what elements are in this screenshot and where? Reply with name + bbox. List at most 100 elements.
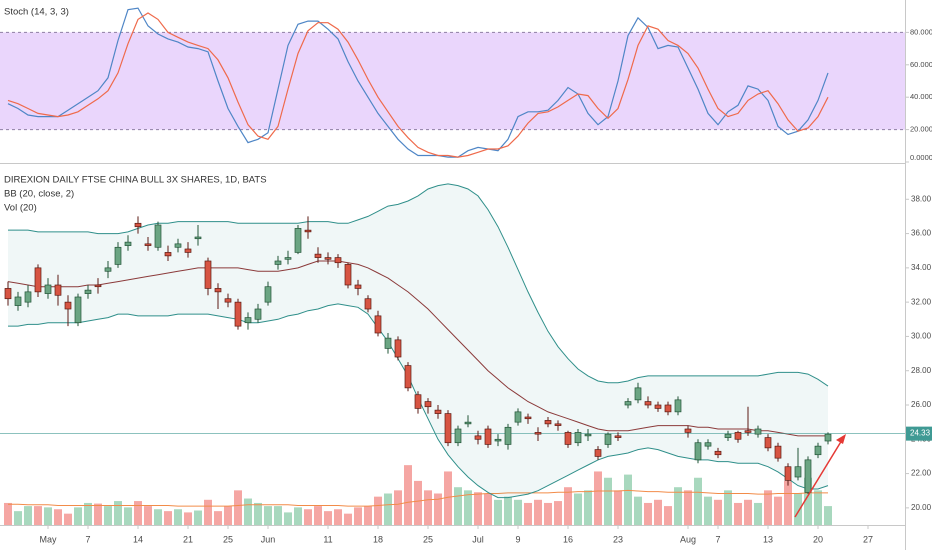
volume-bar [14, 511, 22, 525]
volume-bar [754, 502, 762, 525]
volume-bar [564, 487, 572, 525]
candle-body [434, 409, 442, 414]
x-tick-label: 13 [763, 534, 773, 544]
candle-body [114, 246, 122, 265]
candle-body [614, 435, 622, 438]
candle-body [224, 298, 232, 303]
volume-bar [584, 490, 592, 525]
volume-bar [614, 490, 622, 525]
candle-body [144, 243, 152, 246]
candle-body [94, 284, 102, 288]
x-tick-label: Jul [472, 534, 484, 544]
volume-bar [394, 490, 402, 525]
candle-body [664, 404, 672, 413]
candle-body [374, 315, 382, 334]
candle-body [524, 416, 532, 420]
volume-bar [144, 506, 152, 525]
candle-body [444, 413, 452, 444]
volume-bar [314, 506, 322, 525]
stoch-band [0, 32, 905, 130]
volume-bar [224, 506, 232, 525]
volume-bar [254, 502, 262, 525]
x-tick-label: 7 [715, 534, 720, 544]
volume-bar [104, 506, 112, 525]
candle-body [724, 433, 732, 438]
candle-body [14, 296, 22, 306]
x-tick-label: 23 [613, 534, 623, 544]
candle-body [744, 430, 752, 433]
volume-bar [424, 490, 432, 525]
candle-body [74, 296, 82, 324]
volume-bar [354, 507, 362, 525]
volume-bar [504, 496, 512, 525]
volume-bar [184, 512, 192, 525]
volume-bar [204, 499, 212, 525]
candle-body [424, 401, 432, 408]
candle-body [384, 337, 392, 349]
volume-bar [774, 496, 782, 525]
volume-bar [64, 513, 72, 525]
last-price-box [906, 426, 932, 441]
candle-body [284, 257, 292, 260]
candle-body [324, 257, 332, 260]
candle-body [44, 284, 52, 294]
y-tick-label: 30.00 [911, 332, 932, 341]
candle-body [404, 365, 412, 389]
candle-body [264, 286, 272, 303]
volume-bar [274, 506, 282, 525]
candle-body [684, 428, 692, 433]
y-tick-label: 40.0000 [910, 92, 932, 101]
candle-body [624, 401, 632, 406]
x-tick-label: 27 [863, 534, 873, 544]
volume-bar [364, 506, 372, 525]
candle-body [774, 445, 782, 459]
volume-bar [94, 503, 102, 525]
candle-body [64, 301, 72, 310]
volume-bar [524, 502, 532, 525]
candle-body [104, 267, 112, 272]
volume-ma [8, 489, 828, 507]
x-tick-label: Aug [680, 534, 696, 544]
volume-bar [784, 480, 792, 525]
bollinger-upper [8, 183, 829, 387]
candle-body [134, 222, 142, 228]
volume-bar [514, 499, 522, 525]
candle-body [4, 288, 12, 300]
volume-bar [664, 506, 672, 525]
candle-body [634, 387, 642, 401]
volume-bar [84, 502, 92, 525]
candle-body [564, 432, 572, 445]
x-tick-label: 25 [223, 534, 233, 544]
volume-bar [24, 506, 32, 525]
candle-body [274, 260, 282, 265]
candle-body [574, 432, 582, 444]
candle-body [294, 228, 302, 253]
volume-bar [534, 499, 542, 525]
x-tick-label: 18 [373, 534, 383, 544]
y-tick-label: 80.0000 [910, 27, 932, 36]
y-tick-label: 34.00 [911, 263, 932, 272]
candle-body [734, 432, 742, 440]
candle-body [764, 437, 772, 449]
candle-body [594, 449, 602, 457]
stoch-title: Stoch (14, 3, 3) [4, 7, 69, 18]
volume-bar [244, 498, 252, 525]
candle-body [644, 401, 652, 406]
volume-bar [44, 507, 52, 525]
plot-layer: 80.0000 60.0000 40.0000 20.0000 0.0000 [0, 7, 932, 525]
volume-bar [824, 506, 832, 525]
volume-bar [214, 511, 222, 525]
candle-body [234, 301, 242, 327]
volume-bar [674, 487, 682, 525]
volume-bar [234, 490, 242, 525]
indicator-label: BB (20, close, 2) [4, 189, 74, 200]
candle-body [254, 308, 262, 320]
x-tick-label: 11 [323, 534, 332, 544]
x-tick-label: May [39, 534, 57, 544]
volume-bar [484, 493, 492, 525]
candle-body [754, 428, 762, 435]
candle-body [494, 438, 502, 442]
volume-bar [54, 509, 62, 525]
candle-body [394, 339, 402, 358]
candle-body [194, 236, 202, 240]
